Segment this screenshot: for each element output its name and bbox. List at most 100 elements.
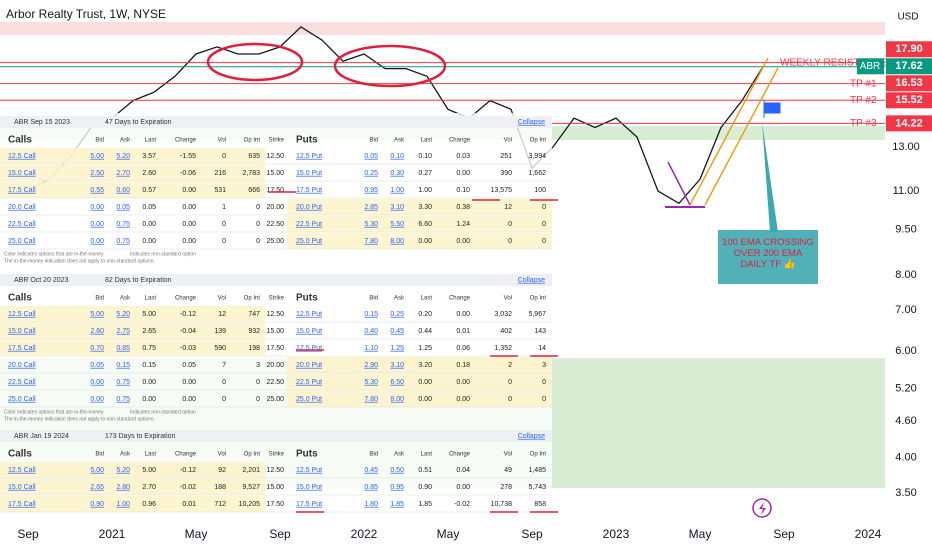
cell[interactable]: 2.65: [90, 484, 104, 491]
cell[interactable]: 6.50: [390, 379, 404, 386]
cell[interactable]: 0.05: [116, 204, 130, 211]
cell[interactable]: 2.70: [116, 170, 130, 177]
cell[interactable]: 0.00: [90, 396, 104, 403]
cell[interactable]: 2.80: [116, 484, 130, 491]
cell[interactable]: 1.25: [390, 345, 404, 352]
cell[interactable]: 0.85: [364, 484, 378, 491]
cell[interactable]: 20.0 Put: [296, 362, 322, 369]
cell[interactable]: 2.90: [364, 362, 378, 369]
cell[interactable]: 0.50: [390, 467, 404, 474]
cell[interactable]: 0.15: [364, 311, 378, 318]
cell[interactable]: 5.50: [390, 221, 404, 228]
cell[interactable]: 3.10: [390, 362, 404, 369]
cell[interactable]: 0.00: [90, 204, 104, 211]
cell[interactable]: 0.70: [90, 345, 104, 352]
cell[interactable]: 17.5 Put: [296, 501, 322, 508]
cell[interactable]: 0.60: [116, 187, 130, 194]
cell[interactable]: 0.75: [116, 238, 130, 245]
cell[interactable]: 20.0 Put: [296, 204, 322, 211]
cell[interactable]: 1.80: [364, 501, 378, 508]
cell: 2: [508, 362, 512, 369]
cell[interactable]: 15.0 Call: [8, 170, 36, 177]
cell[interactable]: 17.5 Put: [296, 187, 322, 194]
cell[interactable]: 12.5 Put: [296, 467, 322, 474]
cell[interactable]: 5.00: [90, 153, 104, 160]
cell[interactable]: 22.5 Call: [8, 379, 36, 386]
cell[interactable]: 0.55: [90, 187, 104, 194]
cell[interactable]: 0.95: [390, 484, 404, 491]
cell[interactable]: 5.00: [90, 311, 104, 318]
cell[interactable]: 17.5 Call: [8, 187, 36, 194]
collapse-link[interactable]: Collapse: [518, 277, 545, 284]
cell[interactable]: 2.75: [116, 328, 130, 335]
cell[interactable]: 0.10: [390, 153, 404, 160]
cell[interactable]: 7.80: [364, 396, 378, 403]
cell[interactable]: 0.95: [364, 187, 378, 194]
cell[interactable]: 12.5 Call: [8, 467, 36, 474]
cell[interactable]: 5.20: [116, 153, 130, 160]
x-tick-label: Sep: [773, 527, 795, 541]
cell[interactable]: 0.45: [390, 328, 404, 335]
cell[interactable]: 7.80: [364, 238, 378, 245]
cell[interactable]: 1.00: [116, 501, 130, 508]
cell[interactable]: 0.25: [364, 170, 378, 177]
cell[interactable]: 2.85: [364, 204, 378, 211]
cell[interactable]: 5.20: [116, 311, 130, 318]
cell[interactable]: 0.05: [90, 362, 104, 369]
cell[interactable]: 5.30: [364, 379, 378, 386]
cell[interactable]: 25.0 Call: [8, 238, 36, 245]
cell[interactable]: 0.00: [90, 379, 104, 386]
cell[interactable]: 25.0 Put: [296, 396, 322, 403]
cell[interactable]: 20.0 Call: [8, 204, 36, 211]
cell[interactable]: 22.5 Call: [8, 221, 36, 228]
cell[interactable]: 12.5 Put: [296, 311, 322, 318]
cell[interactable]: 22.5 Put: [296, 221, 322, 228]
collapse-link[interactable]: Collapse: [518, 433, 545, 440]
cell[interactable]: 15.0 Put: [296, 484, 322, 491]
cell[interactable]: 0.40: [364, 328, 378, 335]
cell[interactable]: 0.00: [90, 238, 104, 245]
cell: 932: [248, 328, 260, 335]
cell: 6.60: [418, 221, 432, 228]
cell[interactable]: 17.5 Put: [296, 345, 322, 352]
cell[interactable]: 12.5 Put: [296, 153, 322, 160]
cell[interactable]: 0.75: [116, 221, 130, 228]
cell[interactable]: 5.30: [364, 221, 378, 228]
cell[interactable]: 15.0 Put: [296, 328, 322, 335]
cell[interactable]: 0.45: [364, 467, 378, 474]
cell[interactable]: 20.0 Call: [8, 362, 36, 369]
cell[interactable]: 15.0 Call: [8, 328, 36, 335]
y-tick-label: 3.50: [895, 487, 916, 499]
cell[interactable]: 12.5 Call: [8, 153, 36, 160]
cell[interactable]: 17.5 Call: [8, 345, 36, 352]
cell[interactable]: 8.00: [390, 238, 404, 245]
cell[interactable]: 25.0 Call: [8, 396, 36, 403]
cell[interactable]: 0.90: [90, 501, 104, 508]
cell[interactable]: 0.75: [116, 379, 130, 386]
cell[interactable]: 5.20: [116, 467, 130, 474]
cell[interactable]: 2.50: [90, 170, 104, 177]
cell[interactable]: 12.5 Call: [8, 311, 36, 318]
cell[interactable]: 22.5 Put: [296, 379, 322, 386]
cell[interactable]: 1.85: [390, 501, 404, 508]
cell[interactable]: 0.15: [116, 362, 130, 369]
cell[interactable]: 5.00: [90, 467, 104, 474]
cell[interactable]: 17.5 Call: [8, 501, 36, 508]
cell[interactable]: 15.0 Call: [8, 484, 36, 491]
cell[interactable]: 8.00: [390, 396, 404, 403]
itm-bg: [0, 496, 265, 512]
cell[interactable]: 15.0 Put: [296, 170, 322, 177]
cell[interactable]: 0.00: [90, 221, 104, 228]
cell[interactable]: 25.0 Put: [296, 238, 322, 245]
cell[interactable]: 1.10: [364, 345, 378, 352]
cell[interactable]: 0.05: [364, 153, 378, 160]
cell[interactable]: 1.00: [390, 187, 404, 194]
cell[interactable]: 2.60: [90, 328, 104, 335]
cell[interactable]: 0.30: [390, 170, 404, 177]
lightning-icon[interactable]: [752, 498, 772, 518]
cell[interactable]: 0.75: [116, 396, 130, 403]
cell[interactable]: 3.10: [390, 204, 404, 211]
cell[interactable]: 0.25: [390, 311, 404, 318]
cell[interactable]: 0.85: [116, 345, 130, 352]
collapse-link[interactable]: Collapse: [518, 119, 545, 126]
